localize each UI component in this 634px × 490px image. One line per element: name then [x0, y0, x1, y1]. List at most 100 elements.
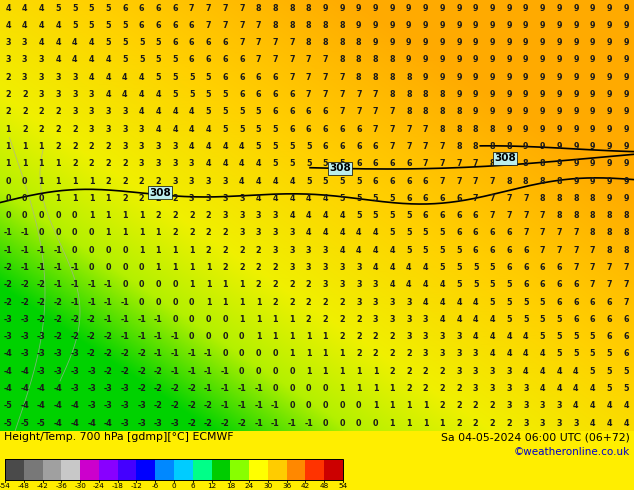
Text: 5: 5 — [540, 297, 545, 307]
Text: 7: 7 — [339, 73, 345, 82]
Text: 7: 7 — [205, 3, 211, 13]
Text: 4: 4 — [189, 124, 195, 134]
Text: 3: 3 — [323, 245, 328, 255]
Text: 6: 6 — [356, 159, 361, 168]
Text: 3: 3 — [155, 159, 161, 168]
Text: 5: 5 — [406, 228, 411, 237]
Text: 1: 1 — [139, 211, 145, 220]
Text: -6: -6 — [152, 483, 159, 489]
Text: -3: -3 — [37, 367, 46, 376]
Text: -1: -1 — [204, 349, 213, 359]
Text: 4: 4 — [5, 21, 11, 30]
Text: -4: -4 — [54, 418, 63, 428]
Text: 8: 8 — [607, 228, 612, 237]
Text: 6: 6 — [273, 73, 278, 82]
Text: 4: 4 — [473, 332, 479, 341]
Text: 2: 2 — [406, 367, 411, 376]
Text: 3: 3 — [273, 245, 278, 255]
Text: 5: 5 — [155, 38, 161, 47]
Text: 0: 0 — [306, 401, 311, 411]
Text: 7: 7 — [573, 263, 579, 272]
Text: -1: -1 — [171, 349, 179, 359]
Text: 3: 3 — [273, 228, 278, 237]
Text: 5: 5 — [389, 228, 395, 237]
Text: 7: 7 — [439, 142, 445, 151]
Text: 7: 7 — [473, 159, 479, 168]
Text: 4: 4 — [105, 73, 111, 82]
Text: -3: -3 — [137, 418, 146, 428]
Text: 1: 1 — [39, 176, 44, 186]
Text: 0: 0 — [205, 332, 211, 341]
Text: 2: 2 — [122, 159, 127, 168]
Text: 8: 8 — [523, 159, 529, 168]
Text: 2: 2 — [306, 315, 311, 324]
Text: 7: 7 — [573, 228, 579, 237]
Text: 0: 0 — [89, 228, 94, 237]
Text: 2: 2 — [339, 332, 345, 341]
Text: 54: 54 — [339, 483, 347, 489]
Text: 7: 7 — [239, 21, 245, 30]
Text: 0: 0 — [122, 245, 127, 255]
Text: 1: 1 — [273, 332, 278, 341]
Text: 7: 7 — [323, 55, 328, 64]
Text: 2: 2 — [72, 159, 77, 168]
Text: 9: 9 — [607, 38, 612, 47]
Text: 4: 4 — [172, 107, 178, 116]
Text: -1: -1 — [221, 367, 230, 376]
Text: 4: 4 — [573, 367, 579, 376]
Text: 6: 6 — [389, 159, 395, 168]
Text: 2: 2 — [456, 384, 462, 393]
Text: 1: 1 — [205, 263, 211, 272]
Text: 8: 8 — [540, 176, 545, 186]
Bar — [174, 459, 193, 480]
Text: 4: 4 — [607, 418, 612, 428]
Text: 0: 0 — [55, 211, 61, 220]
Text: 0: 0 — [289, 401, 295, 411]
Text: 6: 6 — [223, 55, 228, 64]
Text: 3: 3 — [122, 124, 127, 134]
Text: 3: 3 — [389, 297, 395, 307]
Text: -5: -5 — [4, 418, 13, 428]
Text: 8: 8 — [323, 38, 328, 47]
Text: 4: 4 — [557, 367, 562, 376]
Text: 5: 5 — [122, 38, 127, 47]
Text: 5: 5 — [389, 194, 395, 203]
Text: 6: 6 — [139, 21, 145, 30]
Text: 5: 5 — [489, 263, 495, 272]
Text: 6: 6 — [607, 297, 612, 307]
Text: 4: 4 — [139, 73, 145, 82]
Text: 2: 2 — [72, 142, 77, 151]
Text: 5: 5 — [456, 263, 462, 272]
Text: 7: 7 — [439, 159, 445, 168]
Text: 7: 7 — [473, 194, 479, 203]
Text: 5: 5 — [540, 315, 545, 324]
Text: 4: 4 — [22, 3, 27, 13]
Text: -3: -3 — [104, 401, 113, 411]
Text: 2: 2 — [439, 384, 445, 393]
Bar — [136, 459, 155, 480]
Text: 9: 9 — [623, 38, 629, 47]
Text: 2: 2 — [105, 142, 111, 151]
Text: 2: 2 — [489, 401, 495, 411]
Text: 1: 1 — [239, 297, 245, 307]
Text: 4: 4 — [623, 401, 629, 411]
Text: 9: 9 — [456, 3, 462, 13]
Text: 0: 0 — [39, 194, 44, 203]
Text: 7: 7 — [523, 228, 529, 237]
Text: -2: -2 — [104, 349, 113, 359]
Text: 8: 8 — [439, 107, 445, 116]
Text: 4: 4 — [89, 55, 94, 64]
Text: 9: 9 — [607, 90, 612, 99]
Text: 5: 5 — [306, 159, 311, 168]
Text: 5: 5 — [155, 55, 161, 64]
Text: 4: 4 — [239, 142, 245, 151]
Text: -3: -3 — [137, 401, 146, 411]
Text: 4: 4 — [590, 401, 595, 411]
Text: 0: 0 — [239, 332, 245, 341]
Bar — [230, 459, 249, 480]
Text: 4: 4 — [323, 194, 328, 203]
Text: -1: -1 — [120, 332, 129, 341]
Text: 1: 1 — [289, 332, 295, 341]
Text: 6: 6 — [189, 21, 195, 30]
Text: -3: -3 — [37, 349, 46, 359]
